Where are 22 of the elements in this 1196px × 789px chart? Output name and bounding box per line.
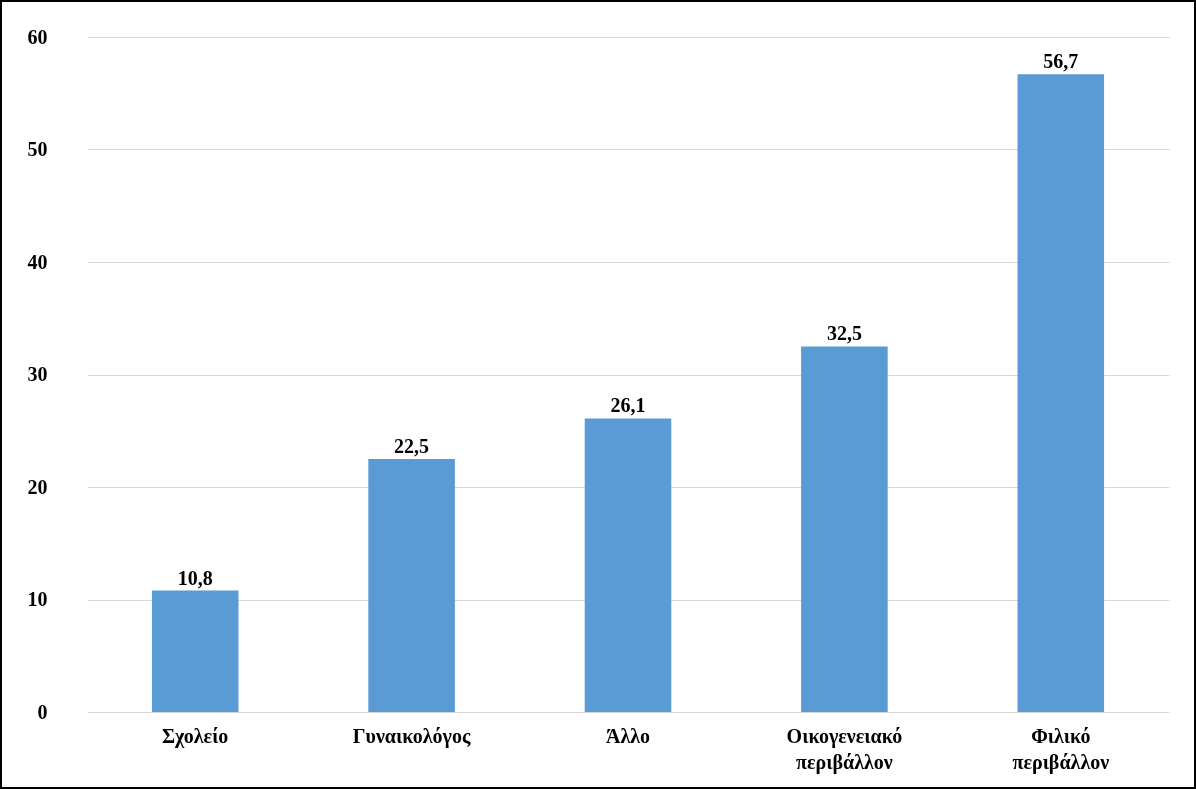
y-tick-label: 50 <box>27 138 48 160</box>
x-tick-label: Άλλο <box>605 724 651 747</box>
y-tick-label: 0 <box>37 700 48 723</box>
y-tick-label: 10 <box>27 588 48 610</box>
bar <box>1017 74 1105 712</box>
y-tick-label: 20 <box>27 475 48 498</box>
bar <box>368 458 455 712</box>
y-tick-label: 40 <box>27 250 48 273</box>
data-label: 10,8 <box>177 566 213 589</box>
x-tick-label: Γυναικολόγος <box>352 724 471 748</box>
bar <box>151 590 239 712</box>
data-label: 56,7 <box>1043 50 1079 73</box>
bar <box>801 346 888 712</box>
data-label: 22,5 <box>394 434 430 457</box>
y-tick-label: 30 <box>27 363 48 385</box>
x-tick-label: Οικογενειακό περιβάλλον <box>786 724 903 774</box>
y-tick-label: 60 <box>27 25 48 48</box>
bar <box>584 418 672 712</box>
x-tick-label: Σχολείο <box>162 724 229 748</box>
data-label: 32,5 <box>826 322 862 345</box>
data-label: 26,1 <box>610 394 646 417</box>
x-tick-label: Φιλικό περιβάλλον <box>1012 724 1110 774</box>
